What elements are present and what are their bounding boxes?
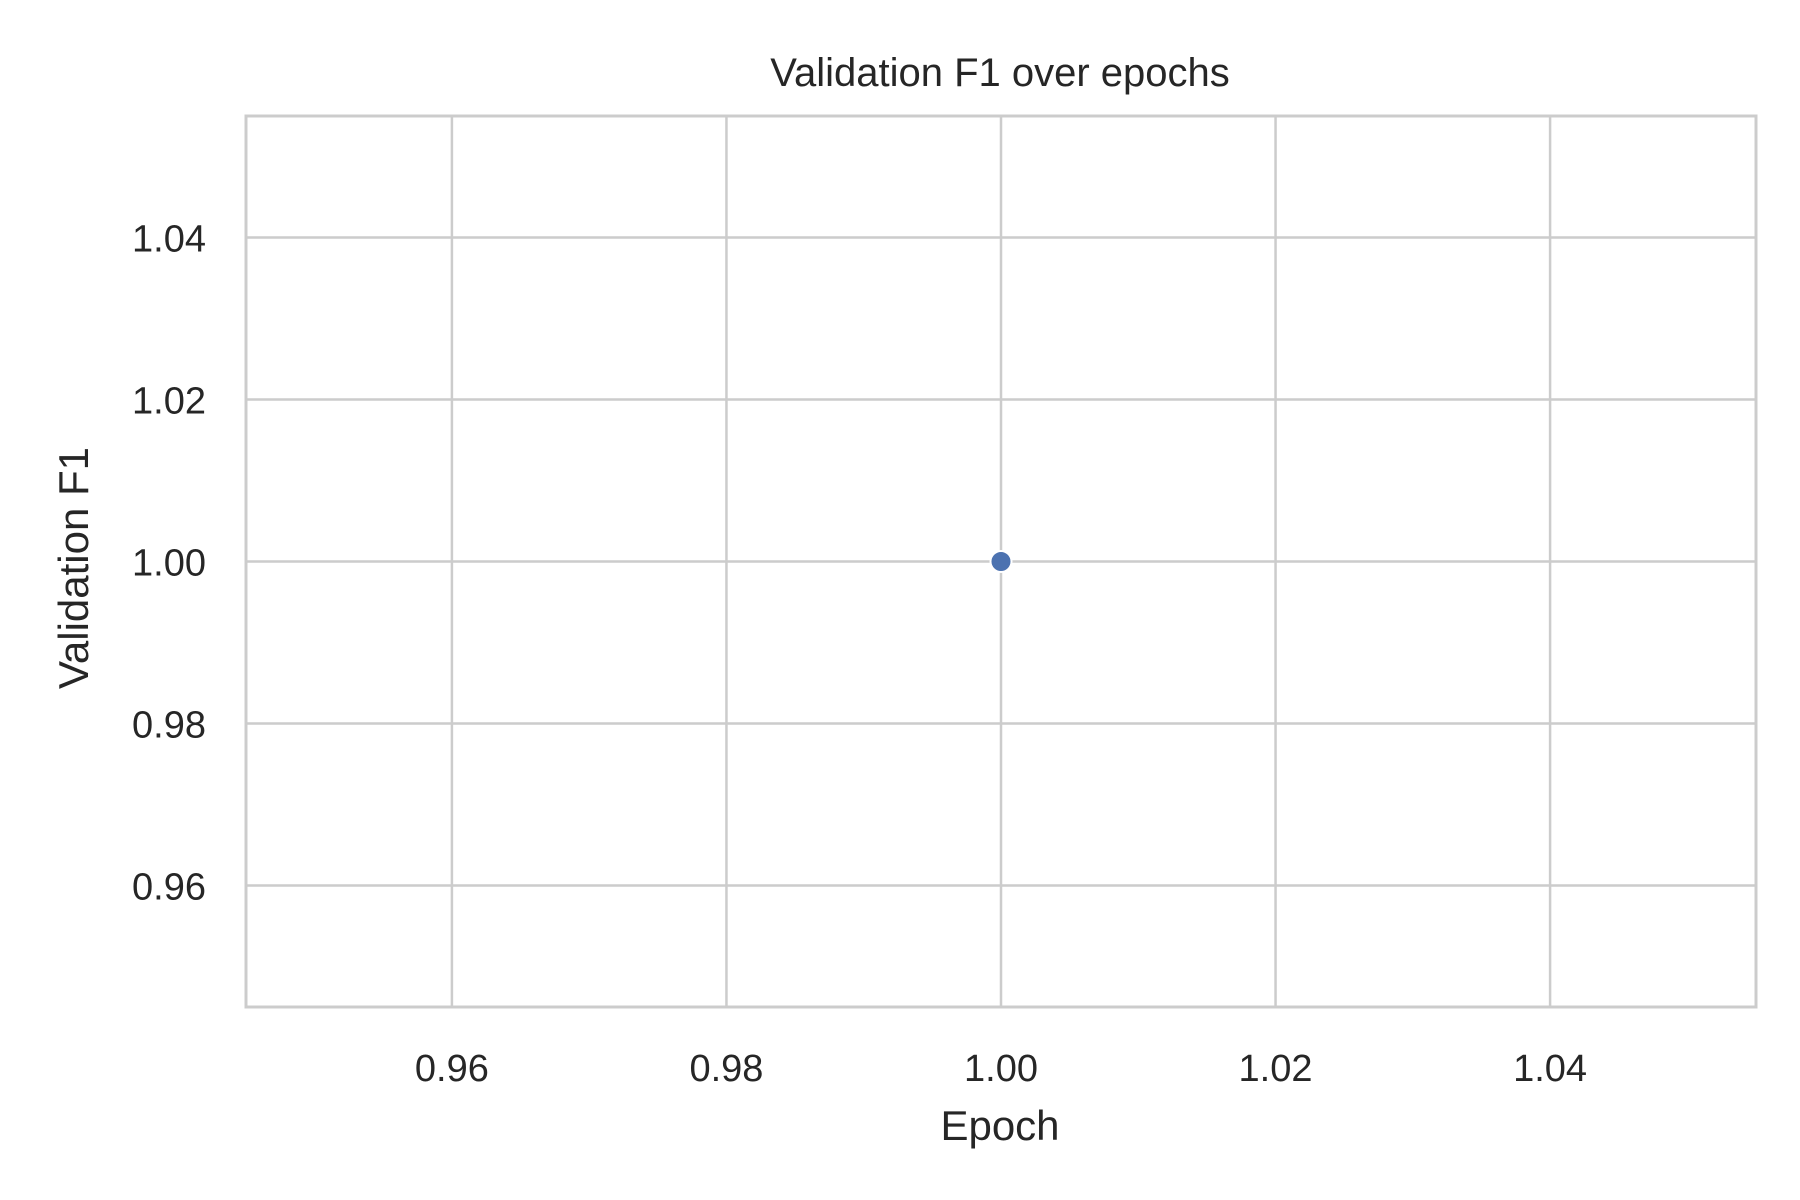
plot-frame [244,114,1758,1009]
data-point [989,550,1013,573]
x-axis-label: Epoch [940,1102,1059,1149]
chart-title: Validation F1 over epochs [770,51,1230,95]
y-axis-label: Validation F1 [50,447,97,689]
x-tick-label: 0.96 [415,1048,489,1090]
x-tick-label: 1.04 [1513,1048,1587,1090]
data-marks [989,550,1013,573]
y-tick-label: 0.98 [132,705,206,747]
y-tick-label: 0.96 [132,867,206,909]
x-tick-label: 1.00 [964,1048,1038,1090]
grid [246,116,1756,1007]
x-tick-label: 1.02 [1239,1048,1313,1090]
tick-labels: 0.96 0.98 1.00 1.02 1.04 0.96 0.98 1.00 1.02 1.04 [132,219,1587,1091]
y-tick-label: 1.00 [132,543,206,585]
y-tick-label: 1.04 [132,219,206,261]
plot-border [244,114,1758,1009]
y-tick-label: 1.02 [132,381,206,423]
x-tick-label: 0.98 [689,1048,763,1090]
